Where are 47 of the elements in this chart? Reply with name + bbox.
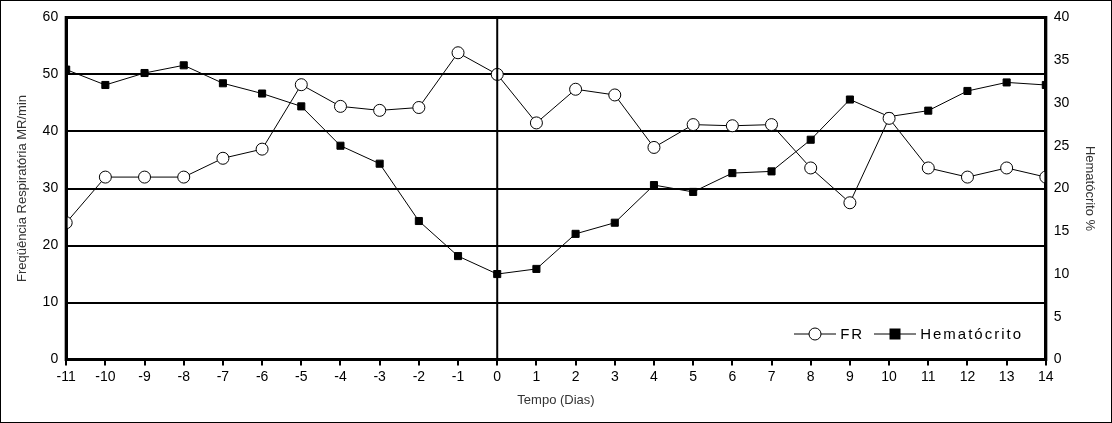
x-tick-label: 2 [571,367,580,384]
y-tick-label: 60 [42,8,59,25]
x-tick-label: 4 [650,367,659,384]
x-tick-label: 3 [610,367,619,384]
x-tick-label: 13 [998,367,1015,384]
x-tick-label: -3 [373,367,387,384]
y2-axis-title: Hematócrito % [1082,145,1098,232]
y-tick-label: 30 [42,179,59,196]
y-tick-label: 10 [42,293,59,310]
y-tick-label: 0 [50,350,59,367]
x-tick-label: 0 [493,367,502,384]
x-tick-label: -6 [255,367,269,384]
x-axis-title: Tempo (Dias) [517,391,595,407]
y2-tick-label: 15 [1053,222,1070,239]
x-tick-label: 6 [728,367,737,384]
y2-tick-label: 35 [1053,51,1070,68]
x-tick-label: 1 [532,367,541,384]
x-tick-label: -10 [95,367,116,384]
y-tick-label: 50 [42,65,59,82]
y2-tick-label: 10 [1053,264,1070,281]
x-tick-label: 11 [921,367,936,384]
x-tick-label: 14 [1038,367,1054,384]
x-tick-label: -4 [334,367,347,384]
x-tick-label: 9 [846,367,854,384]
x-tick-label: 7 [767,367,776,384]
x-tick-label: 10 [881,367,898,384]
legend-label: FR [840,325,865,342]
x-tick-label: -2 [412,367,426,384]
legend-label: Hematócrito [920,325,1023,342]
x-tick-label: -9 [138,367,151,384]
x-tick-label: -1 [451,367,465,384]
x-tick-label: -5 [295,367,308,384]
y-axis-title: Freqüência Respiratória MR/min [14,94,30,283]
y2-tick-label: 30 [1053,93,1070,110]
x-tick-label: -11 [56,367,76,384]
x-tick-label: 5 [689,367,698,384]
x-tick-label: -8 [177,367,191,384]
x-tick-label: 12 [959,367,976,384]
y-tick-label: 20 [42,236,59,253]
x-tick-label: 8 [806,367,815,384]
y2-tick-label: 0 [1053,350,1062,367]
y2-tick-label: 5 [1053,307,1062,324]
y2-tick-label: 40 [1053,8,1070,25]
y2-tick-label: 25 [1053,136,1070,153]
y-tick-label: 40 [42,122,59,139]
y2-tick-label: 20 [1053,179,1070,196]
x-tick-label: -7 [216,367,230,384]
